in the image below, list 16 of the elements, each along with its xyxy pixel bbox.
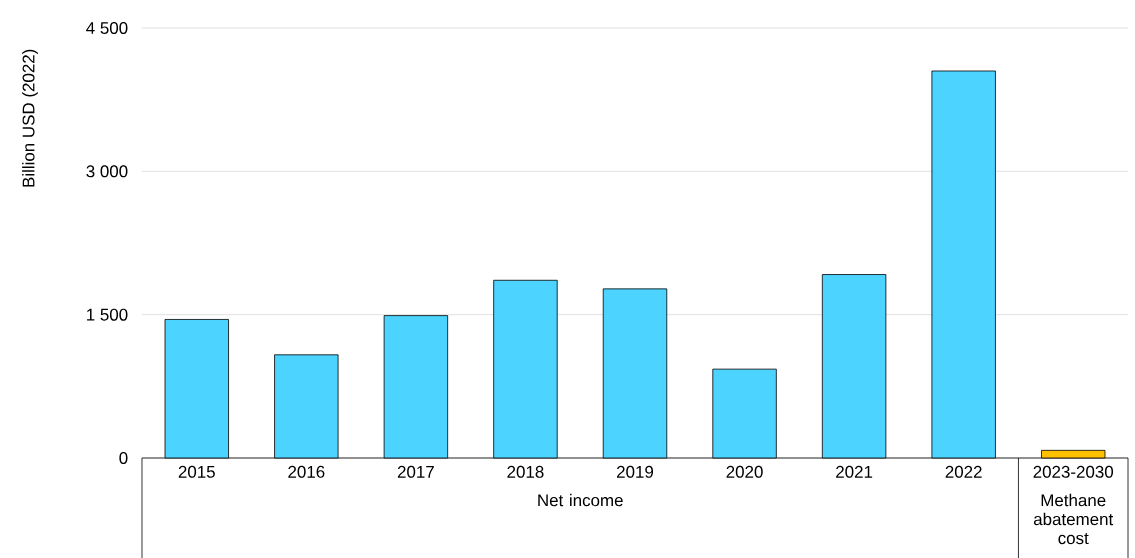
y-tick-label: 1 500 bbox=[87, 308, 128, 321]
text: Methane abatement cost bbox=[1033, 493, 1114, 545]
y-tick-label: 0 bbox=[119, 452, 128, 464]
x-tick-label: 2019 bbox=[617, 465, 654, 478]
y-tick-label: 4 500 bbox=[86, 22, 128, 34]
x-tick-label: 2021 bbox=[836, 465, 873, 478]
x-tick-label: 2023-2030 bbox=[1033, 465, 1114, 478]
x-tick-label: 2022 bbox=[945, 465, 982, 478]
y-tick-label: 3 000 bbox=[86, 165, 128, 178]
x-tick-label: 2015 bbox=[178, 465, 215, 478]
x-tick-label: 2020 bbox=[726, 465, 763, 478]
y-axis-title: Billion USD (2022) bbox=[22, 49, 38, 187]
x-tick-label: 2016 bbox=[288, 465, 325, 478]
text: Net income bbox=[538, 493, 623, 507]
x-tick-label: 2017 bbox=[397, 465, 434, 478]
x-tick-label: 2018 bbox=[507, 465, 544, 478]
